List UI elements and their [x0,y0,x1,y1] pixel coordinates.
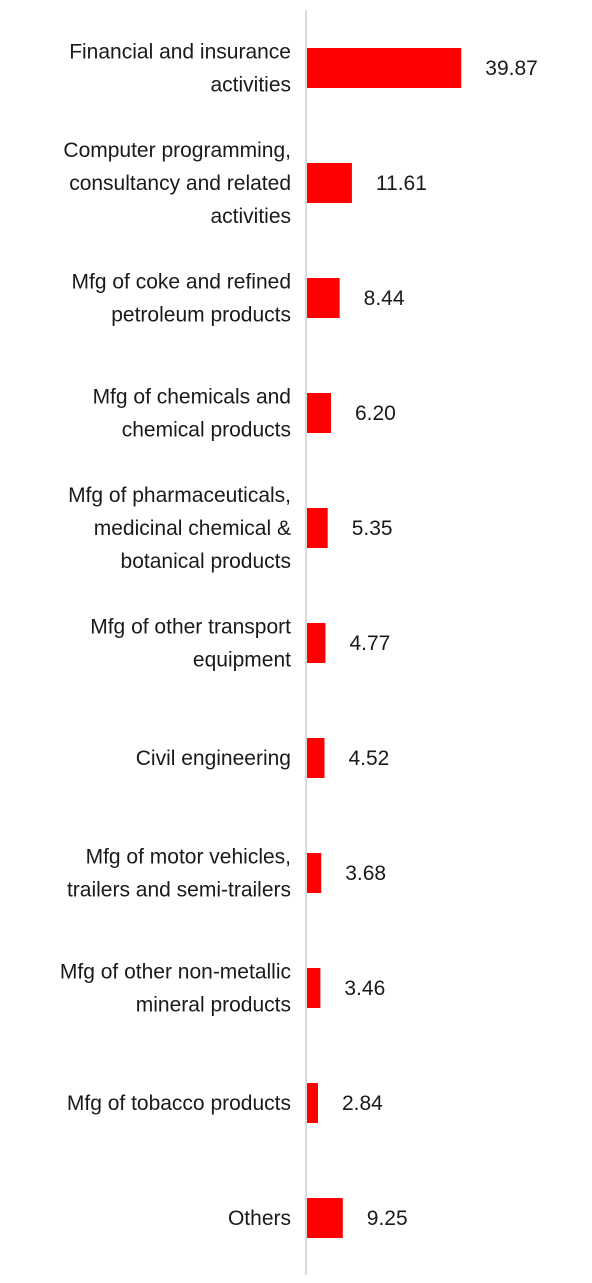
bar-4 [307,508,328,548]
category-label-5: Mfg of other transport equipment [90,616,291,672]
value-label-8: 3.46 [344,977,385,1000]
category-label-7: Mfg of motor vehicles, trailers and semi-… [67,846,291,902]
category-label-line: Mfg of tobacco products [67,1092,291,1115]
category-label-8: Mfg of other non-metallic mineral product… [60,961,291,1017]
category-label-line: Mfg of pharmaceuticals, [68,484,291,507]
category-label-6: Civil engineering [136,747,291,770]
category-label-0: Financial and insurance activities [69,41,291,97]
category-label-line: trailers and semi-trailers [67,879,291,902]
category-label-line: medicinal chemical & [94,517,291,540]
bar-9 [307,1083,318,1123]
category-label-line: Computer programming, [63,139,291,162]
bar-6 [307,738,325,778]
bar-3 [307,393,331,433]
category-label-line: Mfg of other non-metallic [60,961,291,984]
category-label-line: botanical products [121,550,291,573]
labels-layer: 39.87 Financial and insurance activities 11… [60,41,538,1231]
bar-2 [307,278,340,318]
value-label-2: 8.44 [364,287,405,310]
category-label-2: Mfg of coke and refined petroleum product… [72,271,291,327]
value-label-6: 4.52 [348,747,389,770]
value-label-9: 2.84 [342,1092,383,1115]
category-label-line: Mfg of chemicals and [93,386,291,409]
bar-10 [307,1198,343,1238]
value-label-1: 11.61 [376,172,427,195]
category-label-1: Computer programming, consultancy and rel… [63,139,291,228]
category-label-line: equipment [193,649,291,672]
category-label-4: Mfg of pharmaceuticals, medicinal chemica… [68,484,291,573]
category-label-line: activities [210,205,291,228]
value-label-10: 9.25 [367,1207,408,1230]
bar-1 [307,163,352,203]
category-label-line: Financial and insurance [69,41,291,64]
category-label-10: Others [228,1207,291,1230]
category-label-line: Mfg of motor vehicles, [86,846,291,869]
category-label-line: mineral products [136,994,291,1017]
category-label-line: activities [210,74,291,97]
bar-0 [307,48,462,88]
value-label-4: 5.35 [352,517,393,540]
bar-7 [307,853,322,893]
bar-5 [307,623,326,663]
value-label-5: 4.77 [349,632,390,655]
category-label-line: Civil engineering [136,747,291,770]
value-label-0: 39.87 [485,57,538,80]
category-label-line: chemical products [122,419,291,442]
category-label-line: Mfg of coke and refined [72,271,291,294]
value-label-7: 3.68 [345,862,386,885]
category-label-line: Others [228,1207,291,1230]
category-label-9: Mfg of tobacco products [67,1092,291,1115]
category-label-line: consultancy and related [69,172,291,195]
value-label-3: 6.20 [355,402,396,425]
category-label-line: petroleum products [111,304,291,327]
bar-8 [307,968,321,1008]
category-label-line: Mfg of other transport [90,616,291,639]
category-label-3: Mfg of chemicals and chemical products [93,386,291,442]
bars-layer [307,48,462,1238]
